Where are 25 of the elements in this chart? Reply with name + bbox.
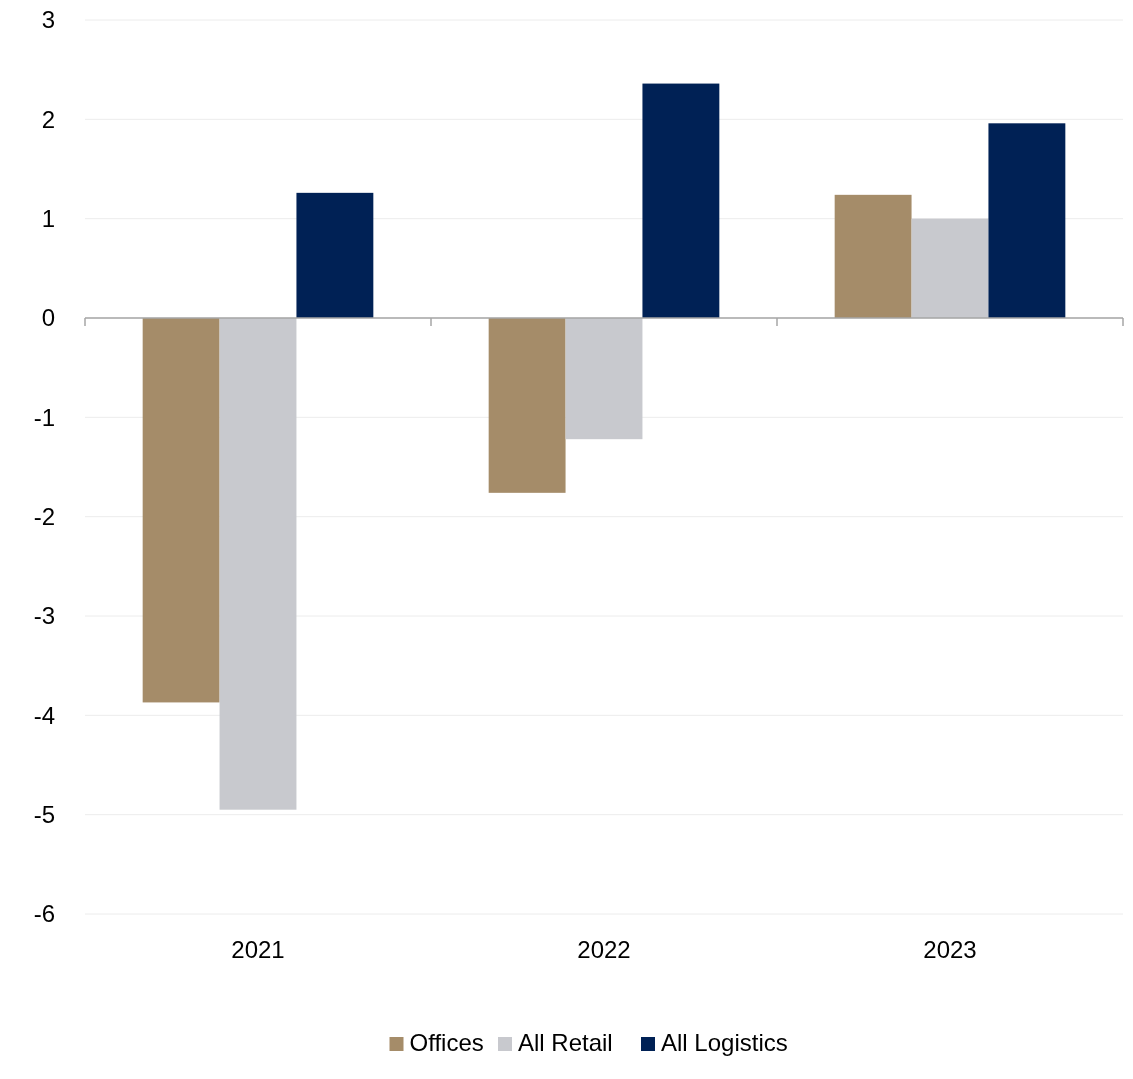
- y-tick-label: -1: [33, 403, 55, 431]
- y-tick-label: -6: [33, 900, 55, 928]
- y-tick-label: -5: [33, 801, 55, 829]
- y-tick-label: -3: [33, 602, 55, 630]
- legend-label: Offices: [409, 1029, 484, 1056]
- y-tick-label: -4: [33, 701, 55, 729]
- bar: [219, 318, 297, 810]
- bar: [834, 194, 912, 318]
- y-tick-label: 1: [41, 205, 55, 233]
- bar: [565, 318, 643, 440]
- bar: [296, 192, 374, 318]
- legend-label: All Logistics: [661, 1029, 788, 1056]
- y-tick-label: -2: [33, 503, 55, 531]
- bar: [642, 83, 720, 318]
- y-tick-label: 0: [41, 304, 55, 332]
- y-tick-label: 3: [41, 6, 55, 34]
- x-tick-label: 2023: [923, 936, 977, 963]
- legend-label: All Retail: [518, 1029, 613, 1056]
- x-tick-label: 2022: [577, 936, 631, 963]
- y-tick-label: 2: [41, 105, 55, 133]
- bar: [488, 318, 566, 493]
- bar: [988, 123, 1066, 318]
- x-tick-label: 2021: [231, 936, 285, 963]
- bar: [911, 218, 989, 318]
- bar: [142, 318, 220, 703]
